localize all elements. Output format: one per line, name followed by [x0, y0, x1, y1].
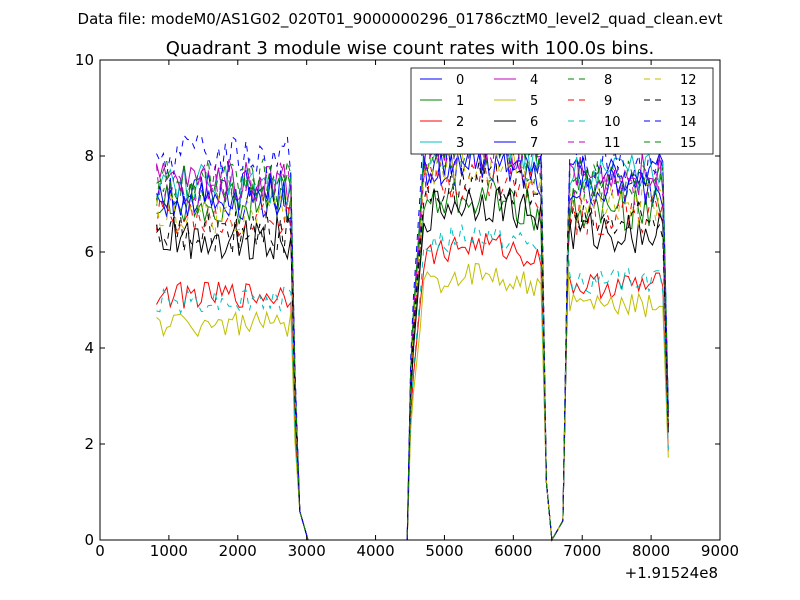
series-line-6 — [156, 185, 669, 542]
series-line-9 — [156, 161, 669, 542]
legend-label-10: 10 — [604, 115, 621, 130]
x-tick-label: 4000 — [356, 542, 394, 560]
legend-box — [410, 67, 714, 155]
x-tick-label: 8000 — [632, 542, 670, 560]
legend-label-2: 2 — [456, 115, 464, 130]
legend-label-1: 1 — [456, 94, 464, 109]
legend-label-12: 12 — [680, 73, 697, 88]
legend-label-15: 15 — [680, 136, 697, 151]
x-tick-label: 7000 — [563, 542, 601, 560]
series-line-13 — [156, 162, 669, 542]
x-tick-label: 2000 — [219, 542, 257, 560]
legend-label-8: 8 — [604, 73, 612, 88]
x-tick-label: 6000 — [494, 542, 532, 560]
legend-label-7: 7 — [530, 136, 538, 151]
series-line-1 — [156, 178, 669, 542]
x-tick-label: 9000 — [701, 542, 739, 560]
x-tick-label: 3000 — [288, 542, 326, 560]
x-tick-label: 1000 — [150, 542, 188, 560]
legend-label-6: 6 — [530, 115, 538, 130]
y-tick-label: 0 — [84, 531, 94, 549]
y-tick-label: 8 — [84, 147, 94, 165]
x-offset-label: +1.91524e8 — [625, 564, 718, 582]
tick-layer: 0 1000 2000 3000 4000 5000 6000 7000 8000 9000 0 2 4… — [75, 51, 739, 560]
y-tick-label: 10 — [75, 51, 94, 69]
legend-label-9: 9 — [604, 94, 612, 109]
legend-label-5: 5 — [530, 94, 538, 109]
x-tick-label: 0 — [95, 542, 105, 560]
chart-title: Quadrant 3 module wise count rates with … — [166, 38, 655, 59]
series-line-12 — [156, 140, 669, 542]
legend-label-3: 3 — [456, 136, 464, 151]
legend-label-13: 13 — [680, 94, 697, 109]
plot-frame — [99, 59, 721, 541]
y-tick-label: 2 — [84, 435, 94, 453]
y-tick-label: 6 — [84, 243, 94, 261]
legend-label-11: 11 — [604, 136, 621, 151]
legend-label-14: 14 — [680, 115, 697, 130]
chart-suptitle: Data file: modeM0/AS1G02_020T01_90000002… — [78, 10, 723, 29]
y-tick-label: 4 — [84, 339, 94, 357]
series-line-5 — [156, 263, 669, 542]
legend-label-4: 4 — [530, 73, 538, 88]
series-line-10 — [156, 224, 669, 542]
x-tick-label: 5000 — [425, 542, 463, 560]
legend-label-0: 0 — [456, 73, 464, 88]
